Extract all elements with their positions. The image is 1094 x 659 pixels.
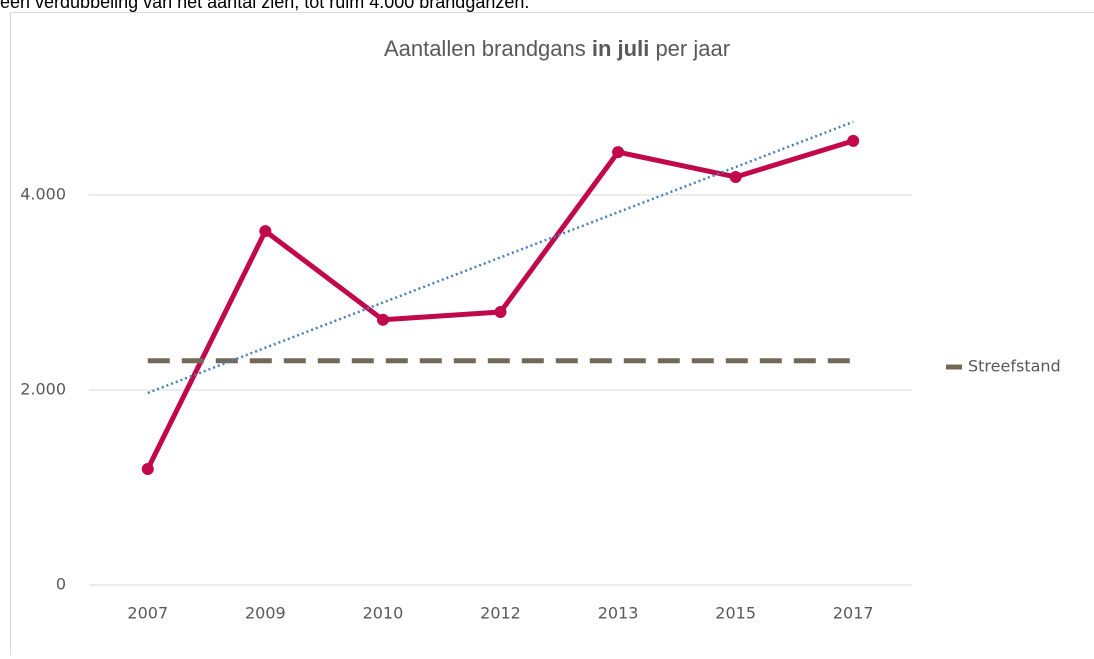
- point: [730, 171, 742, 183]
- title-part: in juli: [592, 36, 649, 61]
- series-line: [148, 141, 853, 469]
- x-tick-label: 2017: [833, 604, 874, 623]
- intro-text: een verdubbeling van het aantal zien, to…: [0, 0, 529, 12]
- x-tick-label: 2010: [363, 604, 404, 623]
- point: [259, 225, 271, 237]
- x-tick-label: 2009: [245, 604, 286, 623]
- chart-title: Aantallen brandgans in juli per jaar: [384, 36, 730, 61]
- point: [612, 146, 624, 158]
- y-tick-label: 4.000: [20, 185, 66, 204]
- point: [847, 135, 859, 147]
- x-tick-label: 2013: [598, 604, 639, 623]
- title-part: Aantallen brandgans: [384, 36, 592, 61]
- legend-label: Streefstand: [968, 357, 1061, 376]
- point: [495, 306, 507, 318]
- point: [142, 463, 154, 475]
- y-tick-label: 0: [56, 575, 66, 594]
- x-tick-label: 2007: [127, 604, 168, 623]
- title-part: per jaar: [649, 36, 730, 61]
- y-tick-label: 2.000: [20, 380, 66, 399]
- chart-frame: [11, 13, 1094, 656]
- x-tick-label: 2015: [715, 604, 756, 623]
- x-tick-label: 2012: [480, 604, 521, 623]
- point: [377, 314, 389, 326]
